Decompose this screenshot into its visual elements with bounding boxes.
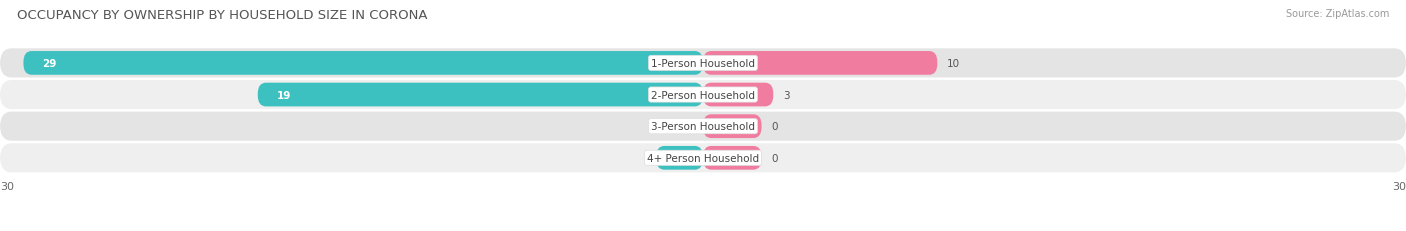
FancyBboxPatch shape <box>0 49 1406 78</box>
Text: 30: 30 <box>0 181 14 191</box>
Text: 0: 0 <box>685 122 692 132</box>
FancyBboxPatch shape <box>657 146 703 170</box>
Text: 4+ Person Household: 4+ Person Household <box>647 153 759 163</box>
FancyBboxPatch shape <box>703 83 773 107</box>
FancyBboxPatch shape <box>0 144 1406 173</box>
Text: 29: 29 <box>42 59 56 69</box>
FancyBboxPatch shape <box>703 52 938 76</box>
FancyBboxPatch shape <box>0 112 1406 141</box>
Text: 10: 10 <box>946 59 960 69</box>
FancyBboxPatch shape <box>703 115 762 138</box>
Text: 3-Person Household: 3-Person Household <box>651 122 755 132</box>
Text: 19: 19 <box>277 90 291 100</box>
FancyBboxPatch shape <box>703 146 762 170</box>
FancyBboxPatch shape <box>257 83 703 107</box>
Text: 30: 30 <box>1392 181 1406 191</box>
Text: 2: 2 <box>675 153 682 163</box>
FancyBboxPatch shape <box>0 81 1406 110</box>
Text: OCCUPANCY BY OWNERSHIP BY HOUSEHOLD SIZE IN CORONA: OCCUPANCY BY OWNERSHIP BY HOUSEHOLD SIZE… <box>17 9 427 22</box>
Text: Source: ZipAtlas.com: Source: ZipAtlas.com <box>1285 9 1389 19</box>
Text: 1-Person Household: 1-Person Household <box>651 59 755 69</box>
Text: 3: 3 <box>783 90 789 100</box>
Text: 2-Person Household: 2-Person Household <box>651 90 755 100</box>
Legend: Owner-occupied, Renter-occupied: Owner-occupied, Renter-occupied <box>595 229 811 231</box>
FancyBboxPatch shape <box>24 52 703 76</box>
Text: 0: 0 <box>770 122 778 132</box>
Text: 0: 0 <box>770 153 778 163</box>
